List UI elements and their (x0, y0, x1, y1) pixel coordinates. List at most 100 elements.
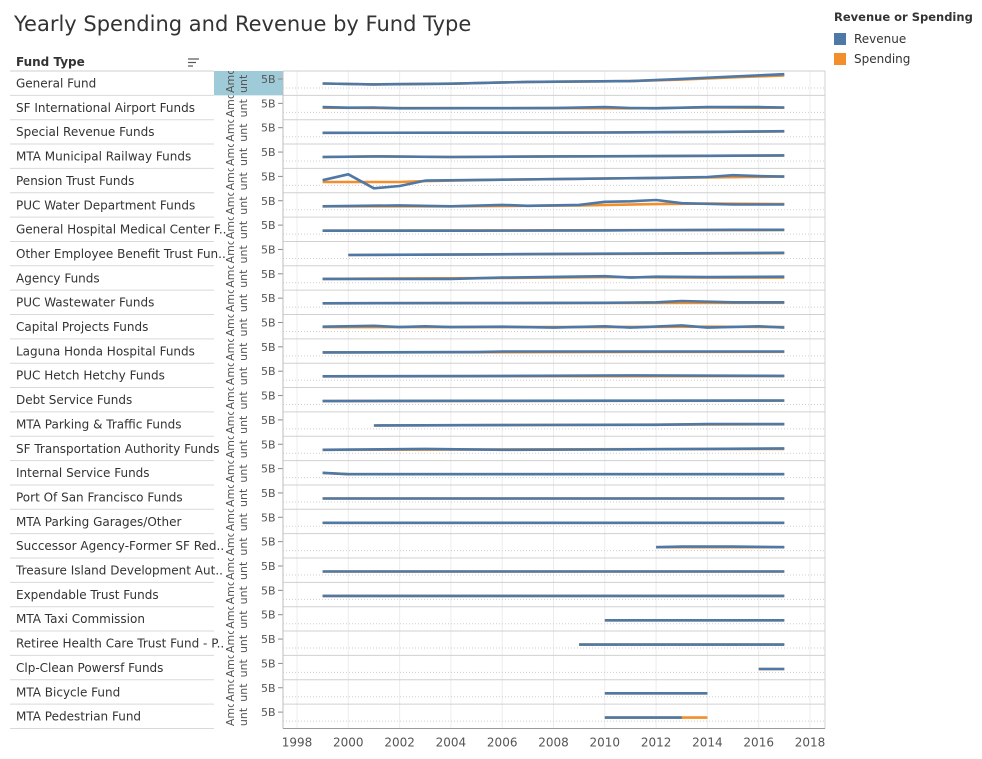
legend-item-spending[interactable]: Spending (834, 49, 973, 69)
y-axis-title: unt (237, 415, 250, 434)
y-tick-label: 5B (261, 633, 276, 646)
revenue-line[interactable] (322, 471, 785, 476)
fund-label[interactable]: MTA Taxi Commission (16, 612, 145, 626)
y-tick-label: 5B (261, 438, 276, 451)
fund-label[interactable]: Pension Trust Funds (16, 174, 134, 188)
fund-row[interactable]: General Fund Amount unt 5B (10, 49, 825, 96)
y-tick-label: 5B (261, 706, 276, 719)
fund-row[interactable]: Internal Service Funds Amount unt 5B (10, 439, 825, 486)
fund-label[interactable]: Debt Service Funds (16, 393, 132, 407)
y-axis-title: unt (237, 293, 250, 312)
fund-row[interactable]: MTA Taxi Commission Amount unt 5B (10, 585, 825, 632)
fund-label[interactable]: Port Of San Francisco Funds (16, 490, 183, 504)
y-axis-title: unt (237, 634, 250, 653)
fund-row[interactable]: Laguna Honda Hospital Funds Amo unt 5B (10, 336, 825, 364)
y-tick-label: 5B (261, 122, 276, 135)
fund-row[interactable]: PUC Water Department Funds Amo unt 5B (10, 190, 825, 218)
fund-row[interactable]: General Hospital Medical Center F..Amoun… (10, 195, 825, 242)
fund-row[interactable]: MTA Bicycle Fund Amo unt 5B (10, 677, 825, 705)
y-tick-label: 5B (261, 487, 276, 500)
x-tick-label: 2018 (795, 735, 826, 749)
fund-row[interactable]: Expendable Trust Funds Amo unt 5B (10, 579, 825, 608)
y-axis-title: Amo (224, 190, 237, 215)
fund-row[interactable]: MTA Parking & Traffic Funds Amount unt 5B (10, 390, 825, 437)
fund-label[interactable]: PUC Hetch Hetchy Funds (16, 369, 165, 383)
fund-label[interactable]: Laguna Honda Hospital Funds (16, 344, 195, 358)
chart-title: Yearly Spending and Revenue by Fund Type (14, 12, 472, 36)
fund-row[interactable]: Treasure Island Development Aut.. Amount u… (10, 536, 825, 583)
y-tick-label: 5B (261, 73, 276, 86)
fund-row[interactable]: SF Transportation Authority Funds Amo unt 5… (10, 433, 825, 462)
fund-row[interactable]: Pension Trust Funds Amount unt 5B (10, 146, 825, 194)
fund-row[interactable]: Successor Agency-Former SF Red.. Amo unt 5B (10, 530, 825, 559)
y-axis-title: Amo (224, 677, 237, 702)
fund-row[interactable]: Other Employee Benefit Trust Fun..Amo unt… (10, 238, 825, 267)
fund-label[interactable]: MTA Bicycle Fund (16, 685, 120, 699)
fund-label[interactable]: General Hospital Medical Center F.. (16, 223, 226, 237)
y-tick-label: 5B (261, 170, 276, 183)
revenue-line[interactable] (322, 324, 785, 329)
revenue-line[interactable] (322, 274, 785, 281)
revenue-line[interactable] (322, 228, 785, 232)
x-tick-label: 2004 (436, 735, 467, 749)
fund-row[interactable]: PUC Wastewater Funds Amo unt 5B (10, 287, 825, 315)
y-tick-label: 5B (261, 97, 276, 110)
fund-label[interactable]: Successor Agency-Former SF Red.. (16, 539, 224, 553)
revenue-line[interactable] (322, 129, 785, 135)
fund-label[interactable]: Agency Funds (16, 271, 100, 285)
fund-row[interactable]: SF International Airport Funds Amo unt 5B (10, 92, 825, 121)
fund-label[interactable]: Internal Service Funds (16, 466, 150, 480)
fund-label[interactable]: SF International Airport Funds (16, 101, 195, 115)
fund-label[interactable]: Capital Projects Funds (16, 320, 148, 334)
y-axis-title: Amo (224, 628, 237, 653)
revenue-line[interactable] (656, 545, 785, 549)
y-axis-title: Amo (224, 579, 237, 604)
fund-label[interactable]: PUC Wastewater Funds (16, 296, 154, 310)
fund-label[interactable]: MTA Pedestrian Fund (16, 710, 141, 724)
y-axis-title: Amount (224, 487, 237, 531)
revenue-line[interactable] (322, 399, 785, 403)
fund-row[interactable]: MTA Pedestrian Fund Amount unt 5B (10, 682, 825, 729)
fund-row[interactable]: Agency Funds Amount unt 5B (10, 244, 825, 291)
y-axis-title: Amo (224, 92, 237, 117)
revenue-line[interactable] (322, 154, 785, 159)
fund-label[interactable]: MTA Municipal Railway Funds (16, 150, 191, 164)
y-axis-title: unt (237, 220, 250, 239)
fund-row[interactable]: Debt Service Funds Amo unt 5B (10, 384, 825, 413)
fund-label[interactable]: PUC Water Department Funds (16, 198, 195, 212)
y-axis-title: unt (237, 391, 250, 410)
fund-label[interactable]: General Fund (16, 77, 96, 91)
revenue-line[interactable] (322, 299, 785, 305)
revenue-line[interactable] (322, 374, 785, 378)
revenue-line[interactable] (322, 173, 785, 190)
revenue-line[interactable] (373, 422, 785, 427)
x-tick-label: 2008 (538, 735, 569, 749)
fund-label[interactable]: Treasure Island Development Aut.. (15, 564, 223, 578)
revenue-line[interactable] (348, 251, 785, 257)
fund-label[interactable]: Special Revenue Funds (16, 125, 154, 139)
fund-row[interactable]: Port Of San Francisco Funds Amo unt 5B (10, 482, 825, 510)
y-axis-title: Amount (224, 633, 237, 677)
fund-row[interactable]: Special Revenue Funds Amount unt 5B (10, 98, 825, 145)
revenue-line[interactable] (322, 447, 785, 452)
fund-label[interactable]: Clp-Clean Powersf Funds (16, 661, 163, 675)
revenue-line[interactable] (322, 105, 785, 110)
fund-label[interactable]: Other Employee Benefit Trust Fun.. (16, 247, 226, 261)
revenue-line[interactable] (322, 198, 785, 208)
fund-row[interactable]: PUC Hetch Hetchy Funds Amount unt 5B (10, 341, 825, 389)
fund-label[interactable]: SF Transportation Authority Funds (16, 442, 219, 456)
fund-row[interactable]: Retiree Health Care Trust Fund - P.. Amo u… (10, 628, 825, 656)
fund-row[interactable]: MTA Municipal Railway Funds Amo unt 5B (10, 141, 825, 169)
fund-row[interactable]: Capital Projects Funds Amount unt 5B (10, 293, 825, 340)
revenue-line[interactable] (322, 72, 785, 86)
fund-label[interactable]: MTA Parking Garages/Other (16, 515, 181, 529)
y-axis-title: unt (237, 318, 250, 337)
fund-label[interactable]: MTA Parking & Traffic Funds (16, 417, 181, 431)
fund-label[interactable]: Retiree Health Care Trust Fund - P.. (16, 637, 224, 651)
fund-row[interactable]: MTA Parking Garages/Other Amount unt 5B (10, 487, 825, 535)
sort-icon[interactable] (188, 58, 199, 67)
fund-row[interactable]: Clp-Clean Powersf Funds Amount unt 5B (10, 633, 825, 681)
revenue-line[interactable] (322, 350, 785, 354)
legend-item-revenue[interactable]: Revenue (834, 29, 973, 49)
fund-label[interactable]: Expendable Trust Funds (16, 588, 159, 602)
